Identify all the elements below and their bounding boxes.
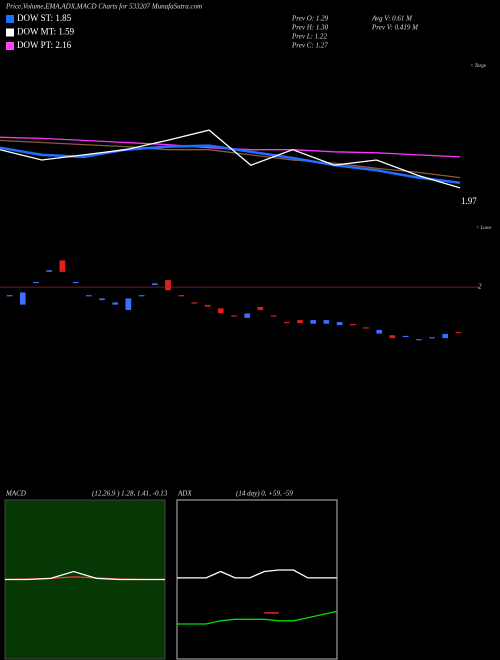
candle: [85, 294, 92, 297]
candle: [389, 334, 396, 339]
candle: [191, 302, 198, 304]
candle: [310, 319, 317, 325]
candle: [98, 298, 106, 301]
stat: Avg V: 0.61 M: [371, 15, 413, 23]
candle: [72, 281, 79, 284]
series-line: [5, 570, 165, 581]
legend-swatch: [6, 15, 14, 23]
candle: [19, 292, 26, 305]
candle: [257, 306, 264, 311]
series-line: [0, 139, 461, 179]
candle: [6, 294, 13, 297]
legend-entry: DOW PT: 2.16: [17, 40, 72, 50]
lowest-note: < Lowe: [476, 226, 492, 231]
legend-swatch: [6, 42, 14, 50]
chart-title: Price,Volume,EMA,ADX,MACD Charts for 533…: [5, 3, 202, 11]
stat: Prev V: 0.419 M: [371, 24, 419, 32]
candle: [349, 323, 356, 326]
candle: [204, 304, 211, 307]
adx-subtitle: (14 day) 0, +59, -59: [236, 490, 293, 498]
legend-swatch: [6, 28, 14, 37]
stat: Prev C: 1.27: [291, 42, 328, 50]
candle: [178, 294, 185, 297]
candle: [59, 260, 66, 273]
target-note: < Targe: [470, 64, 487, 69]
macd-title: MACD: [5, 490, 26, 498]
stat: Prev O: 1.29: [291, 15, 329, 23]
series-line: [177, 569, 337, 579]
legend-entry: DOW MT: 1.59: [17, 27, 75, 37]
candle: [336, 321, 343, 326]
candle: [283, 321, 290, 324]
candle: [402, 335, 409, 338]
candle: [230, 315, 238, 318]
candle: [217, 307, 224, 314]
level-label: 2: [478, 283, 482, 291]
stat: Prev H: 1.30: [291, 24, 329, 32]
candle: [32, 281, 40, 284]
candle: [125, 298, 132, 311]
adx-panel: [176, 499, 338, 660]
candle: [323, 319, 330, 325]
adx-title: ADX: [177, 490, 192, 498]
candle: [112, 302, 119, 305]
candle: [164, 279, 172, 291]
candle: [138, 294, 145, 297]
legend-entry: DOW ST: 1.85: [17, 13, 72, 23]
candle: [362, 327, 370, 329]
candle: [376, 329, 383, 334]
candle: [151, 283, 158, 286]
candle: [455, 331, 462, 334]
series-line: [0, 129, 461, 189]
stat: Prev L: 1.22: [291, 33, 327, 41]
candle: [415, 338, 422, 341]
last-label: 1.97: [461, 196, 477, 206]
candle: [442, 333, 449, 339]
series-line: [0, 144, 461, 184]
candle: [46, 269, 53, 273]
series-line: [177, 610, 338, 625]
candle: [270, 315, 277, 318]
candle: [244, 313, 251, 319]
candle: [428, 336, 436, 339]
macd-subtitle: (12,26,9 ) 1.28, 1.41, -0.13: [92, 490, 168, 498]
candle: [296, 319, 304, 324]
